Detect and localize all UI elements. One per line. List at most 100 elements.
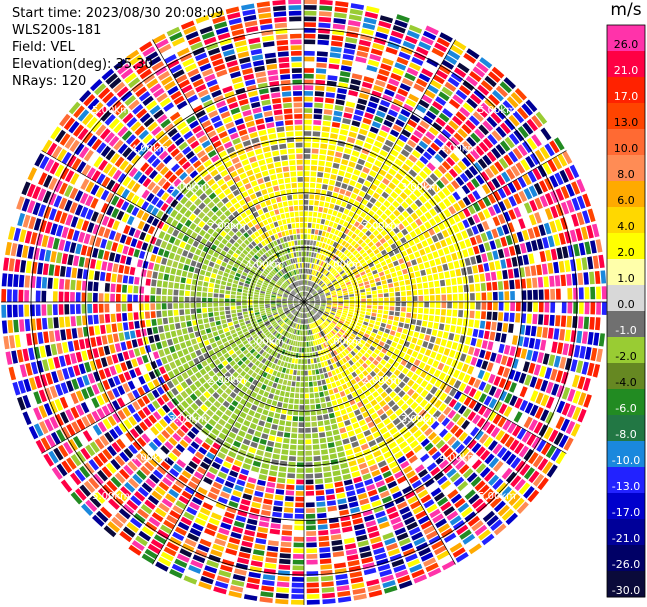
ppi-gate <box>469 284 475 292</box>
ppi-gate <box>515 460 526 473</box>
ppi-gate <box>132 473 143 485</box>
ppi-gate <box>227 450 237 459</box>
ppi-gate <box>330 174 337 180</box>
ppi-gate <box>287 312 292 317</box>
ppi-gate <box>91 410 101 422</box>
ppi-gate <box>98 293 104 302</box>
ppi-gate <box>101 261 108 271</box>
ppi-gate <box>244 487 254 495</box>
ppi-gate <box>271 363 276 369</box>
ppi-gate <box>436 265 443 273</box>
ppi-gate <box>398 412 407 421</box>
ppi-gate <box>368 335 375 341</box>
ppi-gate <box>215 320 221 326</box>
ppi-gate <box>411 337 418 344</box>
ppi-gate <box>371 165 380 173</box>
ppi-gate <box>399 317 405 323</box>
ppi-gate <box>481 302 487 310</box>
ppi-gate <box>343 292 349 296</box>
ppi-gate <box>123 419 133 430</box>
ppi-gate <box>356 276 362 281</box>
ppi-gate <box>316 374 321 380</box>
ppi-gate <box>317 172 324 178</box>
ppi-gate <box>260 334 266 340</box>
ppi-gate <box>287 380 292 386</box>
ppi-gate <box>339 378 346 385</box>
ppi-gate <box>346 203 352 210</box>
ppi-gate <box>215 476 225 485</box>
ppi-gate <box>162 281 168 288</box>
ppi-gate <box>282 355 287 361</box>
ppi-gate <box>384 139 394 148</box>
ppi-gate <box>213 586 227 595</box>
ppi-gate <box>318 16 332 23</box>
ppi-gate <box>197 512 209 521</box>
ppi-gate <box>402 548 416 557</box>
ppi-gate <box>476 417 486 428</box>
ppi-gate <box>230 329 236 335</box>
ppi-gate <box>316 313 321 318</box>
ppi-gate <box>317 415 323 421</box>
ppi-gate <box>202 313 208 318</box>
ppi-gate <box>330 277 336 282</box>
ppi-gate <box>151 490 163 501</box>
ppi-gate <box>433 138 444 148</box>
ppi-gate <box>442 331 449 339</box>
ppi-gate <box>502 269 508 280</box>
ppi-gate <box>361 219 368 226</box>
ppi-gate <box>448 120 459 131</box>
ppi-gate <box>443 198 452 207</box>
ppi-gate <box>94 325 101 335</box>
ppi-gate <box>113 375 121 386</box>
ppi-gate <box>291 433 298 439</box>
ppi-gate <box>311 263 314 269</box>
ppi-gate <box>279 328 284 334</box>
ppi-gate <box>311 154 319 160</box>
ppi-gate <box>87 281 93 291</box>
ppi-gate <box>304 370 308 376</box>
ppi-gate <box>92 473 104 486</box>
ppi-gate <box>116 438 126 450</box>
ppi-gate <box>291 599 304 605</box>
ppi-gate <box>268 393 274 399</box>
ppi-gate <box>486 151 497 163</box>
ppi-gate <box>321 324 325 329</box>
ppi-gate <box>450 424 459 435</box>
ppi-gate <box>361 274 367 279</box>
ppi-gate <box>349 8 363 16</box>
ppi-gate <box>255 353 261 359</box>
ppi-gate <box>292 340 296 346</box>
ppi-gate <box>384 395 392 403</box>
ppi-gate <box>449 388 457 397</box>
ppi-gate <box>292 559 304 565</box>
ppi-gate <box>351 404 359 411</box>
ppi-gate <box>416 449 426 458</box>
ppi-gate <box>406 67 419 77</box>
ppi-gate <box>398 51 411 61</box>
ppi-gate <box>411 382 419 391</box>
ppi-gate <box>36 276 42 289</box>
ppi-gate <box>367 302 372 305</box>
ppi-gate <box>267 380 274 387</box>
ppi-gate <box>313 358 317 364</box>
ppi-gate <box>453 260 460 269</box>
ppi-gate <box>338 297 343 300</box>
ppi-gate <box>315 351 319 357</box>
ppi-gate <box>500 433 510 445</box>
ppi-gate <box>390 149 399 157</box>
ppi-gate <box>392 521 404 531</box>
ppi-gate <box>281 408 287 415</box>
ppi-gate <box>252 496 263 503</box>
ppi-gate <box>381 495 393 504</box>
ppi-gate <box>373 547 386 555</box>
ppi-gate <box>328 511 338 518</box>
ppi-gate <box>537 477 549 491</box>
ppi-gate <box>188 360 195 368</box>
ppi-gate <box>366 258 373 265</box>
ppi-gate <box>304 205 309 211</box>
ppi-gate <box>433 492 445 502</box>
ppi-gate <box>320 337 325 343</box>
ppi-gate <box>198 581 212 590</box>
ppi-gate <box>387 109 398 118</box>
ppi-gate <box>135 329 142 338</box>
